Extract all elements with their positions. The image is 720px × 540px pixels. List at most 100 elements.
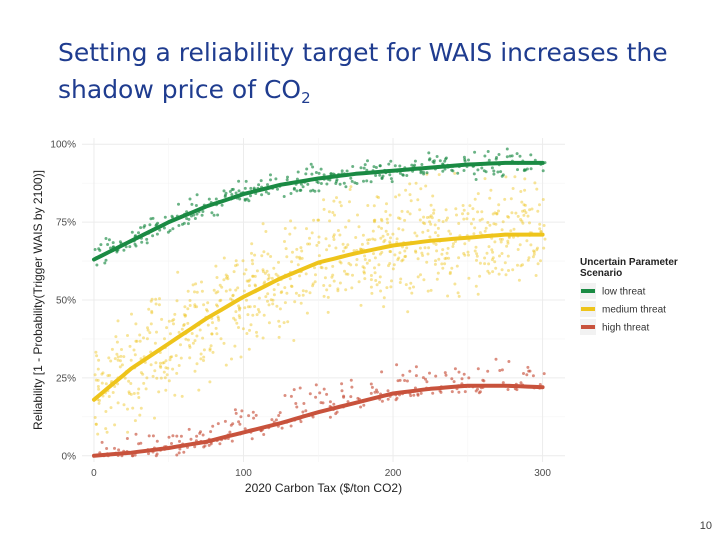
data-point	[120, 348, 123, 351]
data-point	[248, 278, 252, 282]
data-point	[193, 305, 197, 309]
data-point	[222, 278, 226, 282]
data-point	[372, 252, 375, 256]
data-point	[280, 426, 284, 430]
data-point	[521, 263, 524, 267]
data-point	[278, 307, 282, 311]
data-point	[493, 211, 497, 215]
data-point	[277, 414, 281, 417]
data-point	[414, 181, 418, 185]
data-point	[430, 216, 434, 220]
data-point	[524, 211, 528, 215]
data-point	[443, 371, 447, 375]
data-point	[130, 312, 133, 316]
data-point	[378, 280, 381, 284]
data-point	[209, 344, 213, 348]
data-point	[119, 354, 123, 358]
data-point	[386, 397, 390, 401]
data-point	[171, 227, 175, 231]
data-point	[123, 376, 127, 380]
x-axis: 0 100 200 300	[91, 468, 551, 479]
data-point	[118, 359, 122, 363]
data-point	[305, 227, 308, 231]
data-point	[101, 371, 105, 375]
data-point	[373, 266, 376, 270]
data-point	[223, 419, 227, 423]
data-point	[255, 330, 258, 334]
data-point	[404, 188, 408, 192]
data-point	[423, 246, 427, 250]
data-point	[230, 193, 234, 196]
data-point	[446, 246, 450, 250]
data-point	[238, 422, 242, 426]
data-point	[136, 391, 140, 395]
data-point	[499, 240, 503, 244]
data-point	[439, 390, 443, 394]
data-point	[97, 387, 101, 391]
data-point	[286, 175, 289, 179]
data-point	[93, 416, 97, 419]
data-point	[342, 249, 345, 253]
data-point	[382, 240, 386, 244]
data-point	[344, 225, 348, 229]
data-point	[283, 301, 287, 305]
data-point	[99, 243, 103, 247]
data-point	[462, 155, 466, 159]
data-point	[245, 298, 248, 302]
data-point	[313, 280, 317, 284]
data-point	[142, 336, 145, 340]
data-point	[473, 150, 477, 154]
data-point	[126, 430, 130, 434]
data-point	[444, 256, 448, 260]
data-point	[408, 193, 412, 197]
data-point	[129, 382, 133, 385]
data-point	[401, 258, 405, 262]
data-point	[361, 233, 365, 237]
data-point	[244, 179, 248, 183]
data-point	[474, 178, 478, 181]
data-point	[158, 228, 162, 232]
data-point	[172, 318, 176, 322]
data-point	[139, 441, 143, 445]
data-point	[224, 273, 228, 277]
data-point	[426, 289, 430, 293]
data-point	[507, 215, 511, 219]
data-point	[460, 377, 464, 381]
data-point	[444, 218, 448, 222]
data-point	[444, 208, 448, 212]
data-point	[155, 330, 158, 334]
data-point	[164, 366, 168, 370]
data-point	[492, 172, 496, 176]
data-point	[308, 242, 312, 246]
data-point	[453, 171, 457, 175]
data-point	[218, 299, 222, 303]
data-point	[328, 178, 332, 182]
data-point	[250, 437, 254, 441]
data-point	[116, 355, 120, 359]
data-point	[322, 173, 326, 177]
data-point	[516, 248, 520, 251]
data-point	[214, 291, 218, 295]
data-point	[249, 186, 253, 190]
data-point	[166, 366, 170, 370]
data-point	[369, 391, 373, 395]
data-point	[434, 259, 437, 263]
data-point	[363, 277, 367, 281]
data-point	[392, 263, 396, 267]
data-point	[478, 231, 482, 235]
data-point	[543, 237, 547, 241]
data-point	[357, 225, 361, 229]
trend-line-high-threat	[92, 383, 545, 458]
data-point	[137, 396, 141, 399]
data-point	[324, 237, 328, 241]
data-point	[226, 277, 230, 281]
data-point	[508, 154, 512, 158]
data-point	[237, 189, 241, 193]
data-point	[219, 337, 223, 341]
data-point	[215, 332, 219, 336]
data-point	[127, 392, 131, 395]
data-point	[378, 164, 382, 168]
data-point	[500, 174, 504, 178]
data-point	[483, 229, 487, 233]
data-point	[280, 290, 284, 294]
